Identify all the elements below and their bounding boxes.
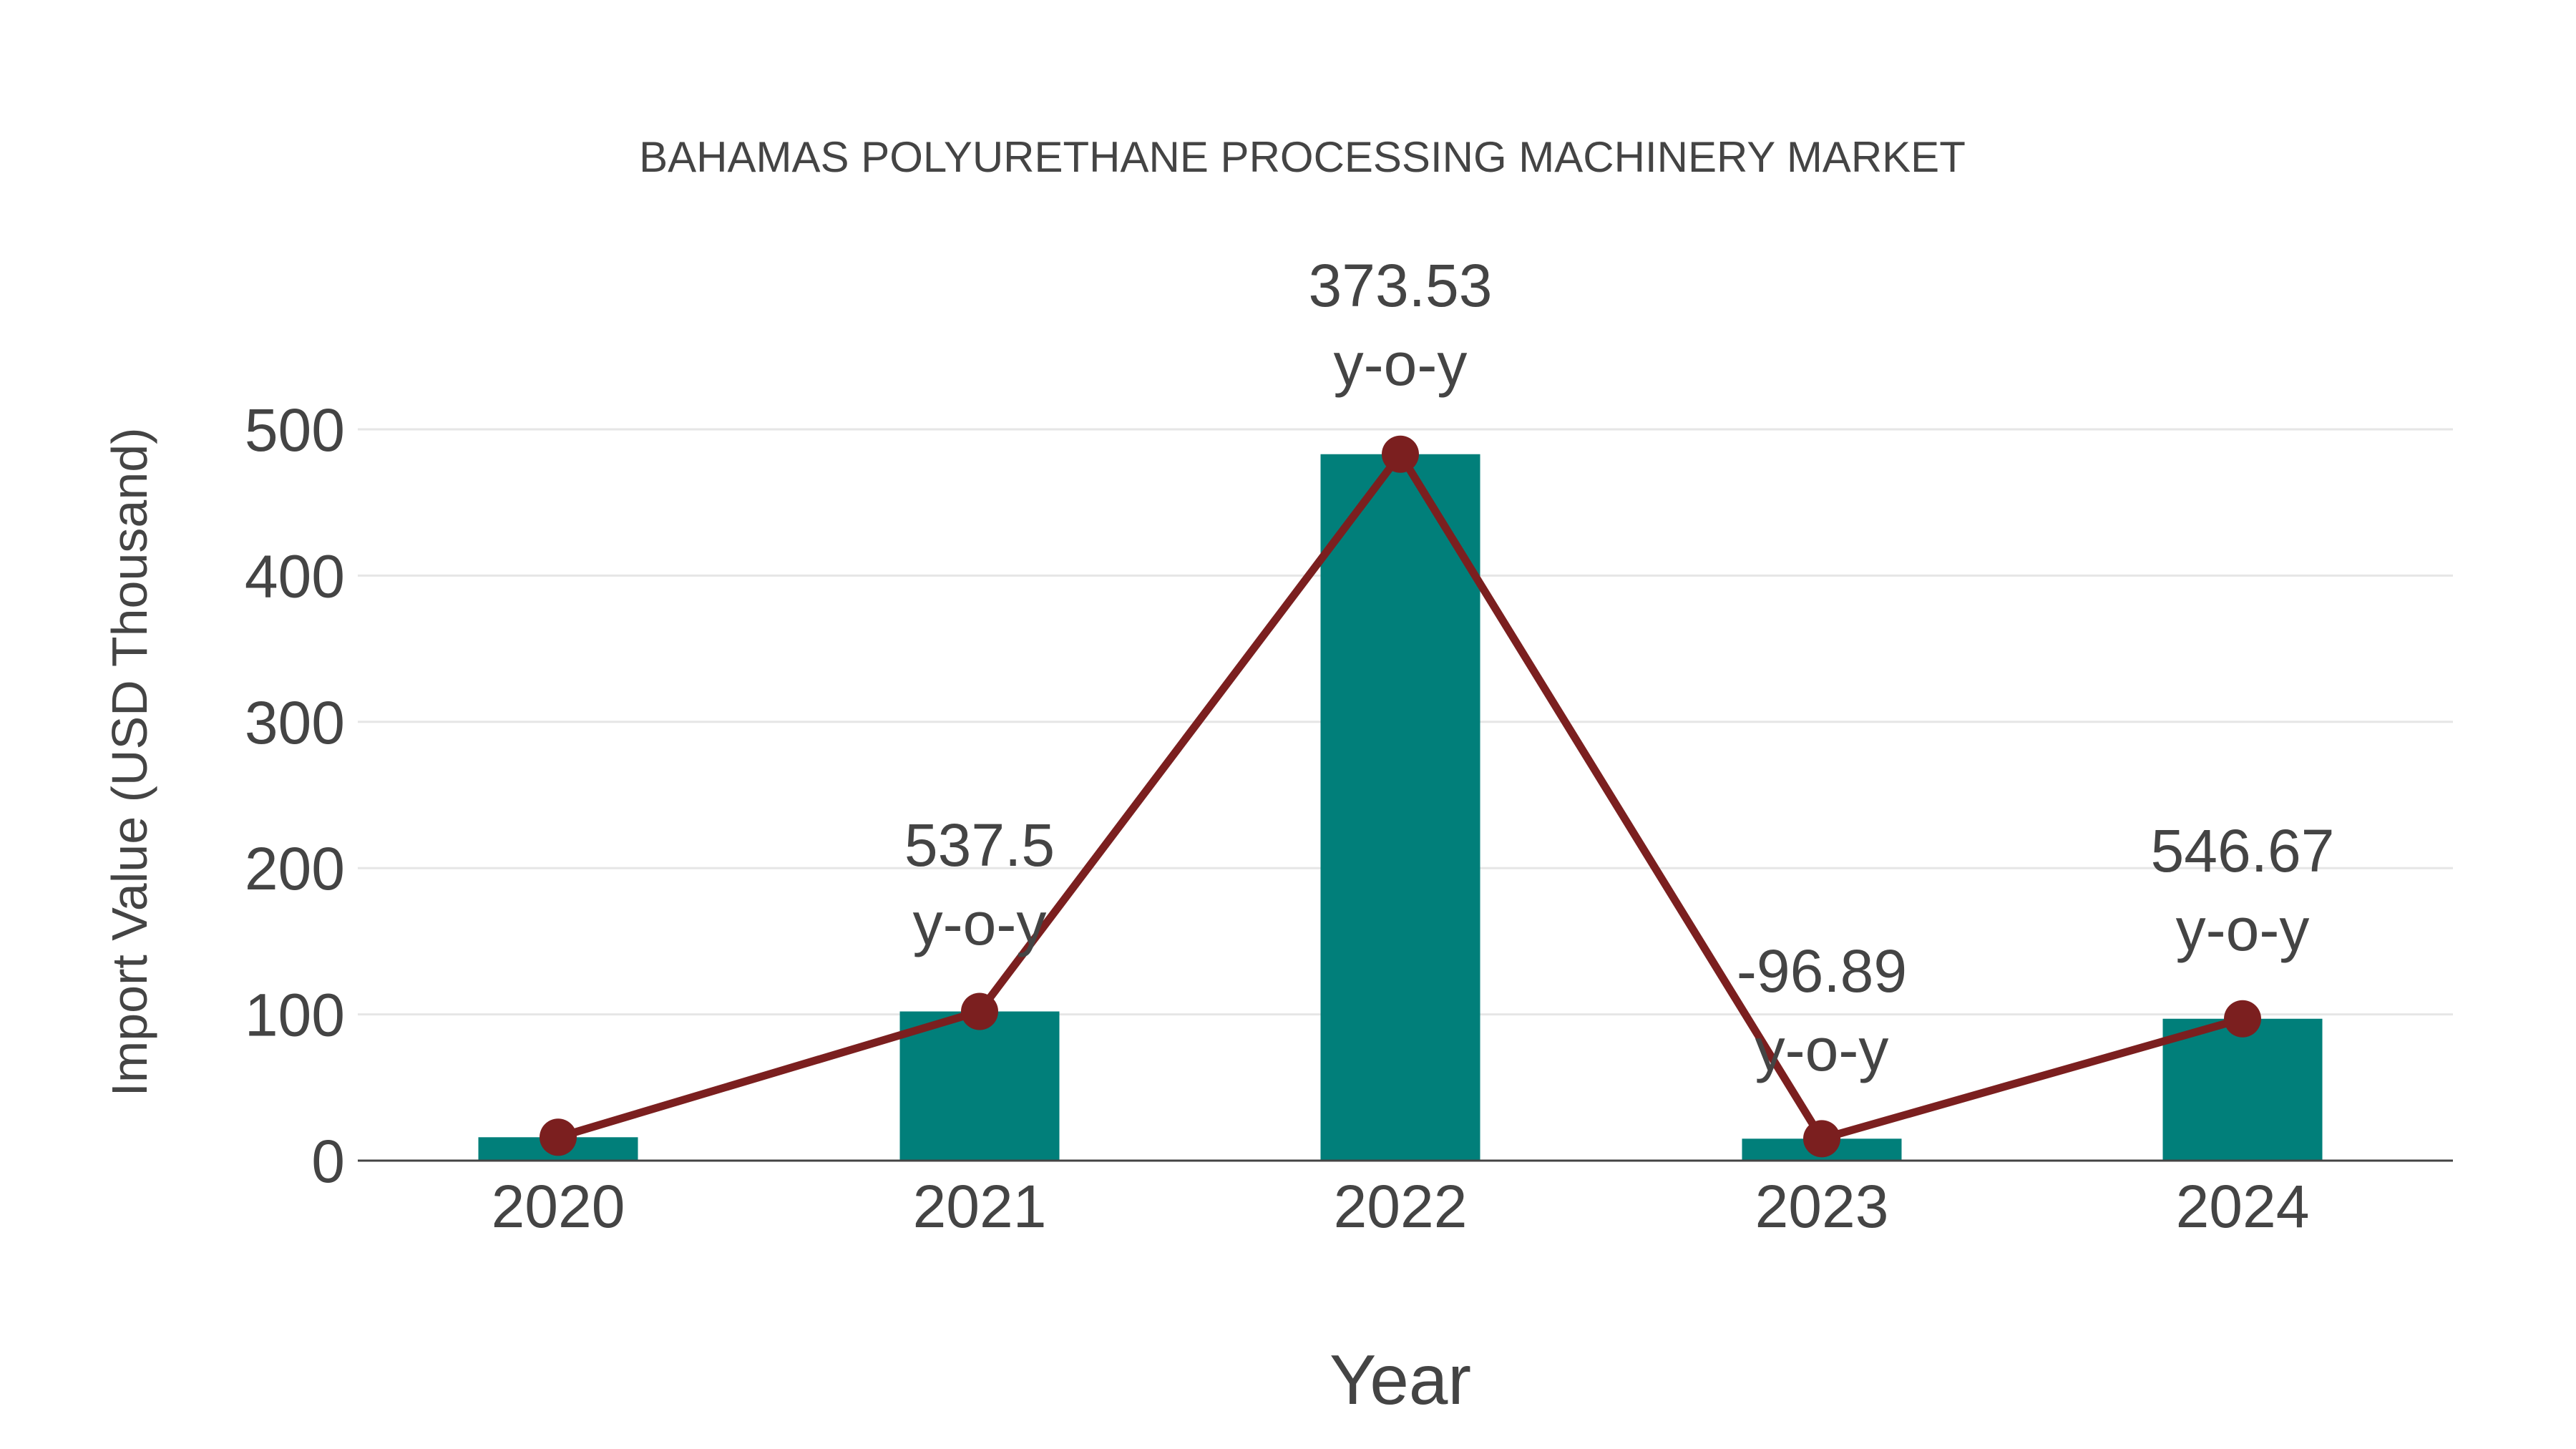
x-tick-label: 2023 (1755, 1173, 1889, 1240)
x-tick-label: 2022 (1334, 1173, 1468, 1240)
yoy-value: 537.5 (904, 811, 1055, 879)
x-axis-ticks: 2020 2021 2022 2023 2024 (492, 1173, 2310, 1240)
bar-2024 (2162, 1018, 2323, 1161)
y-tick-label: 400 (245, 542, 345, 610)
x-tick-label: 2024 (2176, 1173, 2310, 1240)
yoy-suffix: y-o-y (1334, 331, 1468, 398)
bar-2022 (1320, 454, 1480, 1161)
yoy-suffix: y-o-y (1755, 1016, 1889, 1083)
y-tick-label: 500 (245, 396, 345, 464)
marker-2024 (2224, 1000, 2261, 1038)
yoy-suffix: y-o-y (913, 890, 1047, 957)
trend-line (540, 435, 2261, 1158)
x-tick-label: 2020 (492, 1173, 625, 1240)
yoy-value: 373.53 (1309, 252, 1493, 319)
y-tick-label: 0 (311, 1128, 345, 1195)
x-tick-label: 2021 (913, 1173, 1047, 1240)
yoy-value: -96.89 (1737, 937, 1907, 1005)
y-tick-label: 100 (245, 982, 345, 1049)
marker-2023 (1803, 1120, 1840, 1158)
y-axis-title: Import Value (USD Thousand) (102, 427, 157, 1096)
yoy-annotations: 537.5 y-o-y 373.53 y-o-y -96.89 y-o-y 546.67 y-… (904, 252, 2335, 1083)
yoy-value: 546.67 (2151, 817, 2335, 884)
bar-2021 (899, 1011, 1060, 1161)
chart-title: BAHAMAS POLYURETHANE PROCESSING MACHINER… (639, 133, 1966, 181)
marker-2022 (1382, 435, 1419, 473)
yoy-suffix: y-o-y (2176, 896, 2310, 963)
y-tick-label: 200 (245, 835, 345, 902)
y-tick-label: 300 (245, 689, 345, 756)
y-axis-ticks: 0 100 200 300 400 500 (245, 396, 345, 1195)
bars (478, 454, 2323, 1161)
x-axis-title: Year (1330, 1340, 1471, 1419)
marker-2021 (961, 992, 998, 1030)
marker-2020 (540, 1118, 577, 1156)
